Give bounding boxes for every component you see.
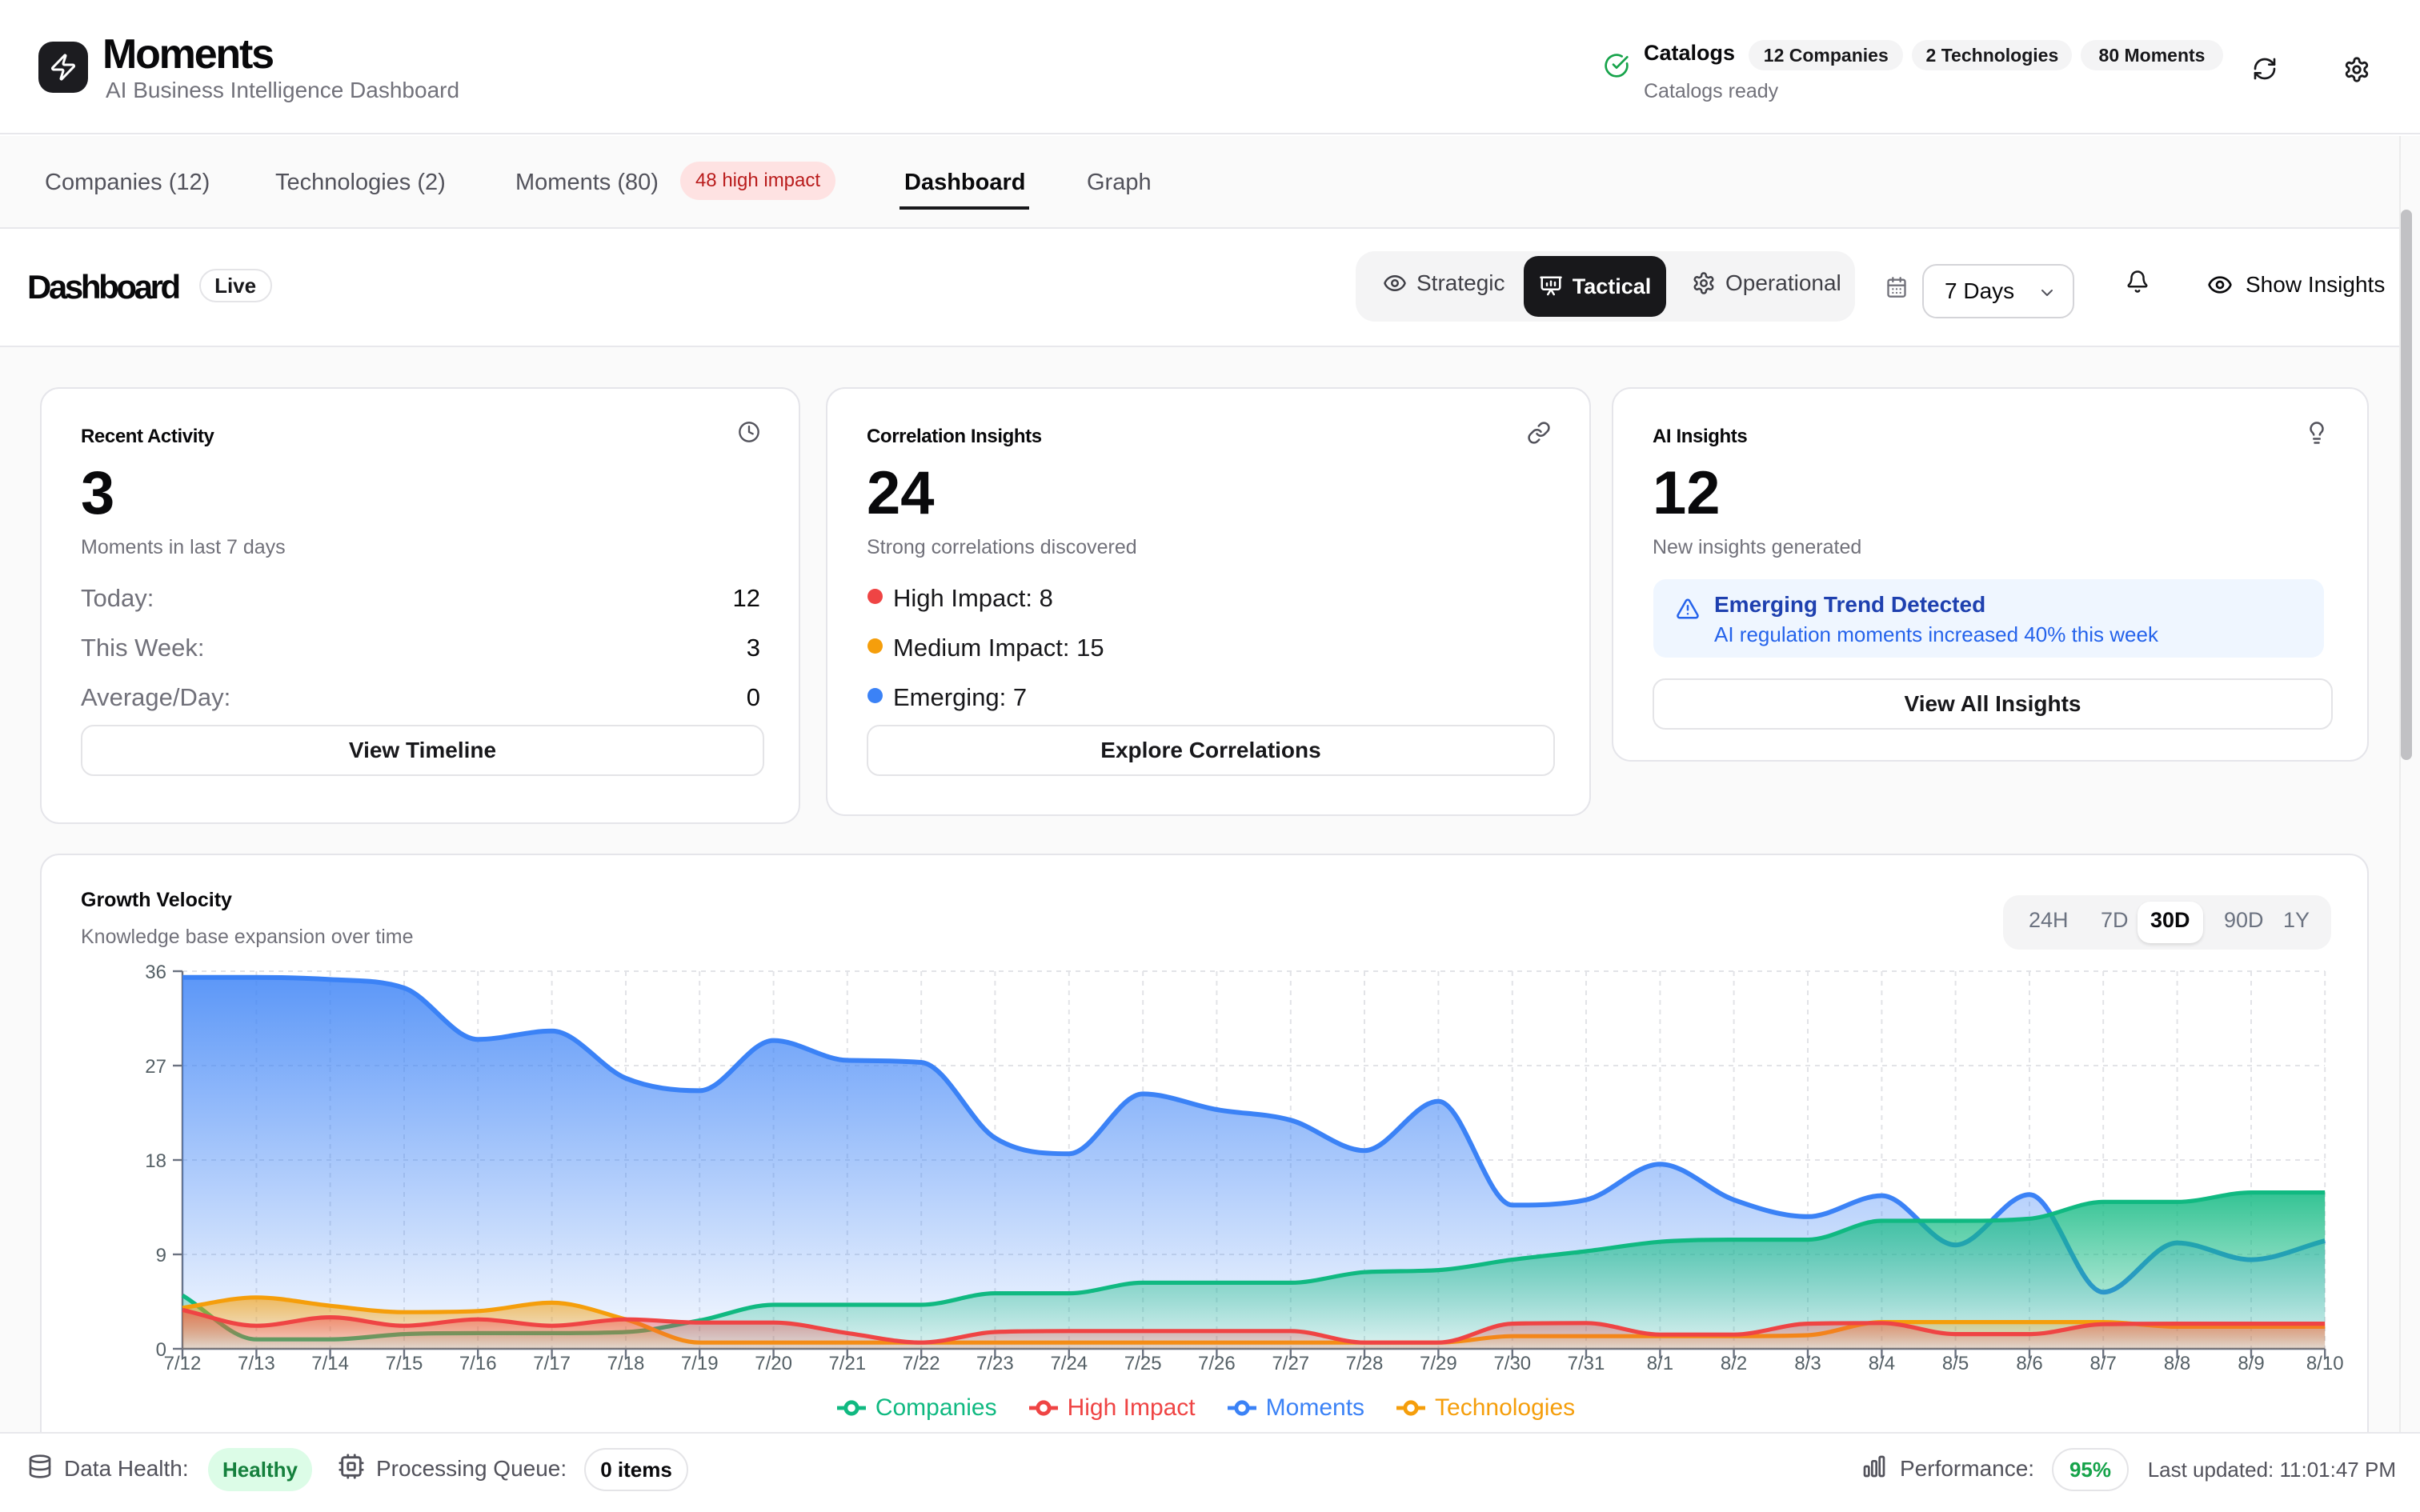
svg-text:7/26: 7/26: [1198, 1353, 1236, 1374]
svg-text:36: 36: [145, 962, 166, 983]
svg-text:7/13: 7/13: [238, 1353, 275, 1374]
svg-text:7/22: 7/22: [903, 1353, 940, 1374]
svg-text:7/29: 7/29: [1420, 1353, 1457, 1374]
svg-text:7/14: 7/14: [311, 1353, 349, 1374]
svg-text:8/10: 8/10: [2306, 1353, 2344, 1374]
svg-text:8/3: 8/3: [1794, 1353, 1821, 1374]
svg-text:8/6: 8/6: [2016, 1353, 2042, 1374]
svg-text:7/12: 7/12: [164, 1353, 202, 1374]
svg-text:7/30: 7/30: [1493, 1353, 1531, 1374]
svg-text:7/21: 7/21: [828, 1353, 866, 1374]
svg-text:0: 0: [156, 1339, 166, 1361]
svg-text:8/7: 8/7: [2090, 1353, 2117, 1374]
svg-text:7/23: 7/23: [976, 1353, 1014, 1374]
svg-text:8/9: 8/9: [2238, 1353, 2264, 1374]
svg-text:7/16: 7/16: [459, 1353, 497, 1374]
svg-text:7/27: 7/27: [1272, 1353, 1309, 1374]
svg-text:8/2: 8/2: [1721, 1353, 1747, 1374]
svg-text:8/5: 8/5: [1942, 1353, 1969, 1374]
svg-text:7/24: 7/24: [1050, 1353, 1088, 1374]
svg-text:7/18: 7/18: [607, 1353, 645, 1374]
svg-text:9: 9: [156, 1245, 166, 1266]
svg-text:7/31: 7/31: [1568, 1353, 1605, 1374]
svg-text:7/17: 7/17: [533, 1353, 571, 1374]
svg-text:7/25: 7/25: [1124, 1353, 1162, 1374]
svg-text:8/1: 8/1: [1647, 1353, 1673, 1374]
svg-text:7/28: 7/28: [1346, 1353, 1384, 1374]
svg-text:8/8: 8/8: [2164, 1353, 2190, 1374]
svg-text:7/15: 7/15: [386, 1353, 423, 1374]
svg-text:7/20: 7/20: [755, 1353, 792, 1374]
svg-text:27: 27: [145, 1056, 166, 1078]
svg-text:7/19: 7/19: [681, 1353, 719, 1374]
svg-text:18: 18: [145, 1150, 166, 1172]
svg-text:8/4: 8/4: [1869, 1353, 1895, 1374]
